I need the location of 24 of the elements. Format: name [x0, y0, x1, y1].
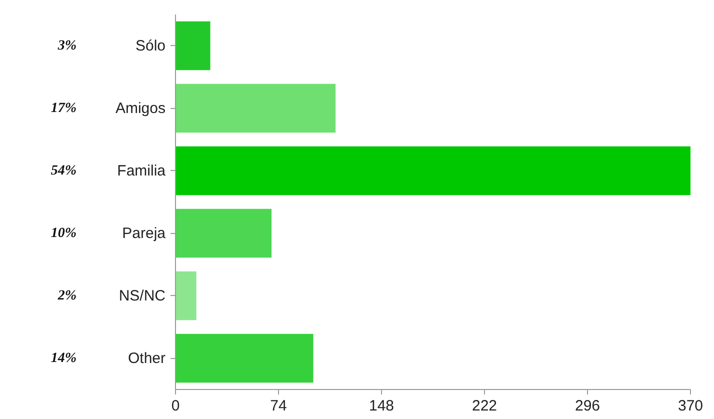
text: 54% — [50, 163, 77, 178]
y-tick-label: Sólo — [135, 37, 166, 54]
y-tick-label: Amigos — [115, 100, 166, 117]
text: 17% — [50, 100, 77, 116]
text: 3% — [56, 38, 77, 54]
bar — [176, 84, 336, 133]
x-tick-label: 0 — [171, 398, 180, 414]
x-tick-label: 74 — [270, 398, 287, 414]
y-tick-label: Familia — [117, 162, 166, 180]
x-tick-label: 222 — [472, 398, 498, 414]
text: 14% — [50, 350, 77, 366]
y-tick-label: Pareja — [122, 224, 166, 242]
y-tick-label: NS/NC — [118, 287, 166, 304]
bar — [176, 208, 272, 258]
bar — [176, 21, 210, 70]
x-tick-label: 148 — [368, 398, 394, 414]
y-tick-label: Other — [128, 350, 166, 367]
bar — [176, 334, 314, 383]
text: 2% — [56, 288, 77, 304]
bar — [176, 146, 690, 196]
x-tick-label: 296 — [574, 398, 600, 414]
text: 10% — [50, 226, 77, 241]
x-tick-label: 370 — [678, 398, 704, 414]
bar — [176, 271, 196, 320]
